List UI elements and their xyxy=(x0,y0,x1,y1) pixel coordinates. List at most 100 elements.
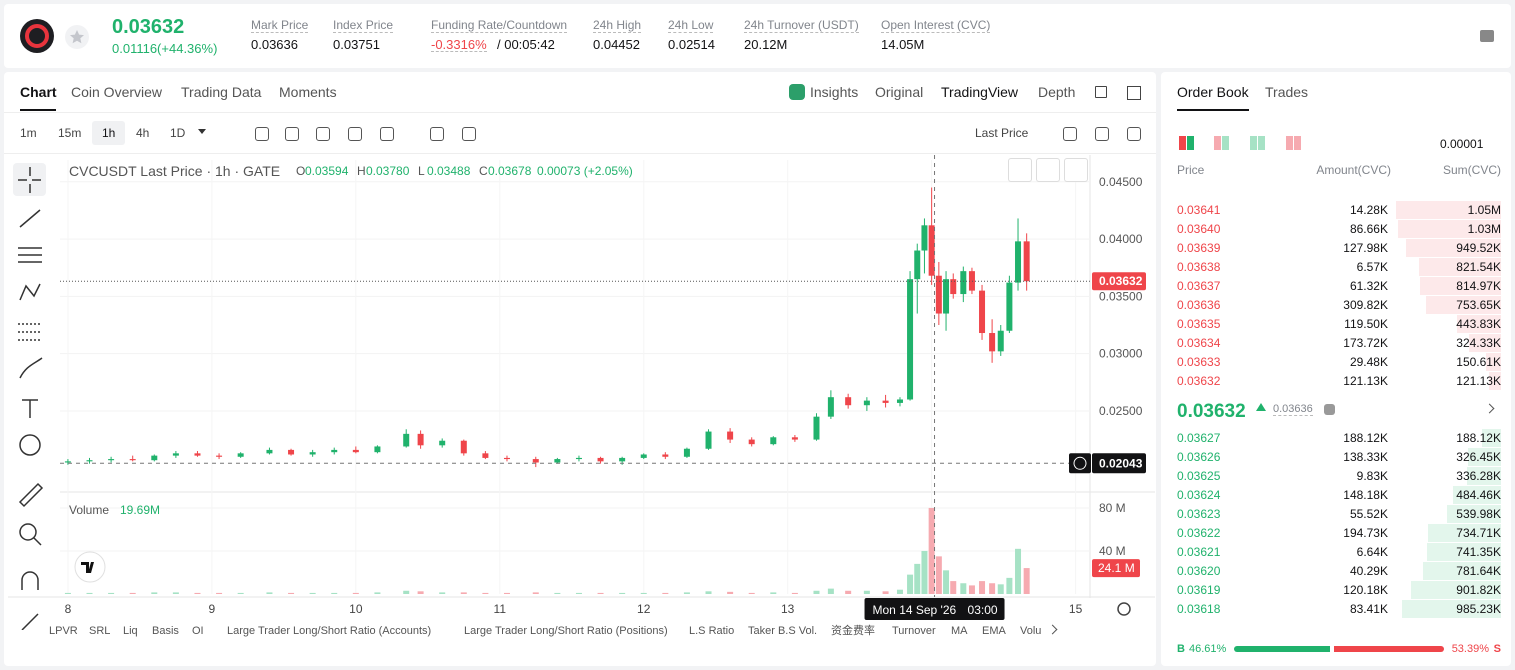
interval[interactable]: 1D xyxy=(170,126,186,140)
indicator-tab[interactable]: SRL xyxy=(89,625,111,637)
book-price[interactable]: 0.03619 xyxy=(1177,583,1221,597)
stat-label: 24h High xyxy=(593,18,642,33)
book-amount: 188.12K xyxy=(1343,431,1388,445)
view-tab[interactable]: TradingView xyxy=(941,84,1019,100)
chart-tab[interactable]: Chart xyxy=(20,84,57,100)
book-price[interactable]: 0.03635 xyxy=(1177,317,1221,331)
stat-value: 14.05M xyxy=(881,37,925,52)
indicator-tab[interactable]: Volu xyxy=(1020,625,1042,637)
book-price[interactable]: 0.03641 xyxy=(1177,203,1221,217)
indicator-tab[interactable]: L.S Ratio xyxy=(689,625,735,637)
interval[interactable]: 15m xyxy=(58,126,82,140)
book-price[interactable]: 0.03636 xyxy=(1177,298,1221,312)
indicator-tab[interactable]: LPVR xyxy=(49,625,78,637)
indicator-tab[interactable]: OI xyxy=(192,625,204,637)
order-book-underline xyxy=(1177,109,1249,111)
book-amount: 173.72K xyxy=(1343,336,1388,350)
ohlc-key: H xyxy=(357,164,366,178)
book-amount: 121.13K xyxy=(1343,374,1388,388)
chart-tab[interactable]: Trading Data xyxy=(181,84,262,100)
book-sum: 901.82K xyxy=(1456,583,1501,597)
view-tab[interactable]: Insights xyxy=(810,84,859,100)
window-icon xyxy=(1127,86,1141,100)
book-price[interactable]: 0.03634 xyxy=(1177,336,1221,350)
book-view-icon xyxy=(1250,136,1257,150)
depth-bar xyxy=(1447,505,1501,523)
indicator-tab[interactable]: Basis xyxy=(152,625,179,637)
order-book-tab[interactable]: Trades xyxy=(1265,84,1309,100)
favorite-star[interactable] xyxy=(64,24,90,50)
interval[interactable]: 1h xyxy=(102,126,116,140)
depth-bar xyxy=(1422,562,1501,580)
tradingview-badge[interactable] xyxy=(74,551,106,583)
header-bar xyxy=(4,4,1511,68)
toolbar-icon xyxy=(1063,127,1077,141)
depth-bar xyxy=(1402,600,1501,618)
view-tab[interactable]: Depth xyxy=(1038,84,1076,100)
divider xyxy=(4,153,1156,154)
chart-tab[interactable]: Coin Overview xyxy=(71,84,163,100)
interval[interactable]: 4h xyxy=(136,126,150,140)
sell-tag: S xyxy=(1493,643,1501,655)
indicator-tab[interactable]: Large Trader Long/Short Ratio (Positions… xyxy=(464,625,668,637)
depth-bar xyxy=(1425,296,1501,314)
buy-tag: B xyxy=(1177,643,1185,655)
chart-panel xyxy=(4,72,1156,666)
indicator-tab[interactable]: Large Trader Long/Short Ratio (Accounts) xyxy=(227,625,432,637)
book-view-icon xyxy=(1222,136,1229,150)
book-amount: 148.18K xyxy=(1343,488,1388,502)
book-sum: 985.23K xyxy=(1456,602,1501,616)
toolbar-icon xyxy=(430,127,444,141)
book-price[interactable]: 0.03620 xyxy=(1177,564,1221,578)
book-amount: 119.50K xyxy=(1344,317,1388,331)
book-view-icon xyxy=(1286,136,1293,150)
toolbar-icon xyxy=(1095,127,1109,141)
ohlc-value: 0.03678 xyxy=(488,164,532,178)
toolbar-icon xyxy=(1127,127,1141,141)
book-price[interactable]: 0.03637 xyxy=(1177,279,1221,293)
ohlc-value: 0.03594 xyxy=(305,164,349,178)
chart-tab[interactable]: Moments xyxy=(279,84,337,100)
book-sum: 781.64K xyxy=(1456,564,1501,578)
book-price[interactable]: 0.03623 xyxy=(1177,507,1221,521)
book-price[interactable]: 0.03626 xyxy=(1177,450,1221,464)
stat-value: 0.03636 xyxy=(251,37,298,52)
stat-label: 24h Turnover (USDT) xyxy=(744,18,859,33)
header-icon[interactable] xyxy=(1478,28,1496,44)
book-price[interactable]: 0.03621 xyxy=(1177,545,1221,559)
order-book-tab[interactable]: Order Book xyxy=(1177,84,1249,100)
indicator-tab[interactable]: Taker B.S Vol. xyxy=(748,625,818,637)
book-mark-price: 0.03636 xyxy=(1273,403,1313,416)
precision[interactable]: 0.00001 xyxy=(1440,137,1484,151)
book-price[interactable]: 0.03618 xyxy=(1177,602,1221,616)
indicator-tab[interactable]: EMA xyxy=(982,625,1006,637)
book-price[interactable]: 0.03624 xyxy=(1177,488,1221,502)
volume-legend: Volume xyxy=(69,503,110,517)
toolbar-icon xyxy=(316,127,330,141)
indicator-tab[interactable]: MA xyxy=(951,625,968,637)
interval[interactable]: 1m xyxy=(20,126,37,140)
price-type[interactable]: Last Price xyxy=(975,126,1029,140)
book-price[interactable]: 0.03625 xyxy=(1177,469,1221,483)
book-price[interactable]: 0.03638 xyxy=(1177,260,1221,274)
drawing-toolbar xyxy=(13,163,46,630)
depth-bar xyxy=(1427,524,1501,542)
book-price[interactable]: 0.03633 xyxy=(1177,355,1221,369)
book-amount: 309.82K xyxy=(1343,298,1388,312)
indicator-tab[interactable]: Turnover xyxy=(892,625,936,637)
book-price[interactable]: 0.03639 xyxy=(1177,241,1221,255)
book-price[interactable]: 0.03627 xyxy=(1177,431,1221,445)
book-price[interactable]: 0.03640 xyxy=(1177,222,1221,236)
book-sum: 821.54K xyxy=(1456,260,1501,274)
book-price[interactable]: 0.03622 xyxy=(1177,526,1221,540)
stat-label: Index Price xyxy=(333,18,394,33)
view-tab[interactable]: Original xyxy=(875,84,924,100)
stat-value: 0.04452 xyxy=(593,37,640,52)
indicator-tab[interactable]: 资金费率 xyxy=(831,625,875,637)
book-price[interactable]: 0.03632 xyxy=(1177,374,1221,388)
book-amount: 86.66K xyxy=(1349,222,1388,236)
indicator-tab[interactable]: Liq xyxy=(123,625,138,637)
book-amount: 194.73K xyxy=(1343,526,1388,540)
book-sum: 484.46K xyxy=(1456,488,1501,502)
stat-value: -0.3316% xyxy=(431,37,487,52)
